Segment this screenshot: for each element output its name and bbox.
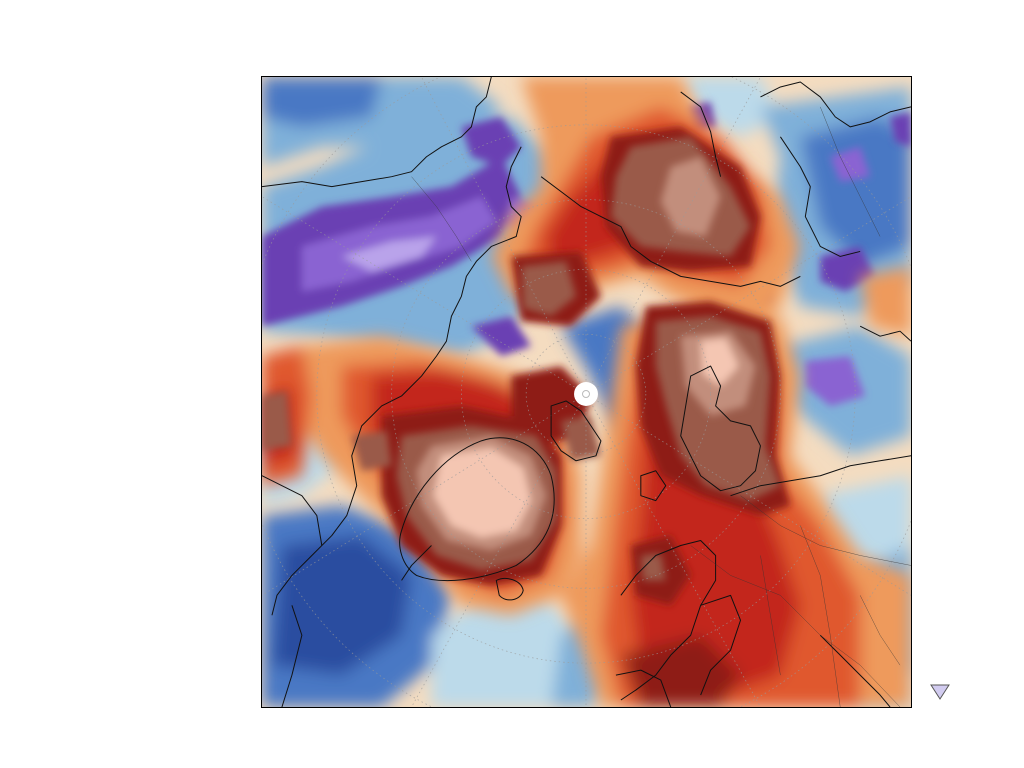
lat-lon-graticule xyxy=(262,77,911,707)
peak-warm-anomaly-layer xyxy=(416,156,756,551)
polar-anomaly-map xyxy=(261,76,912,708)
north-pole-dot xyxy=(582,390,590,398)
north-pole-marker xyxy=(574,382,598,406)
down-triangle-icon xyxy=(930,684,950,700)
country-borders xyxy=(411,106,911,707)
map-canvas xyxy=(262,77,911,707)
coastlines xyxy=(262,77,911,707)
strong-cold-anomaly-layer xyxy=(262,101,911,406)
